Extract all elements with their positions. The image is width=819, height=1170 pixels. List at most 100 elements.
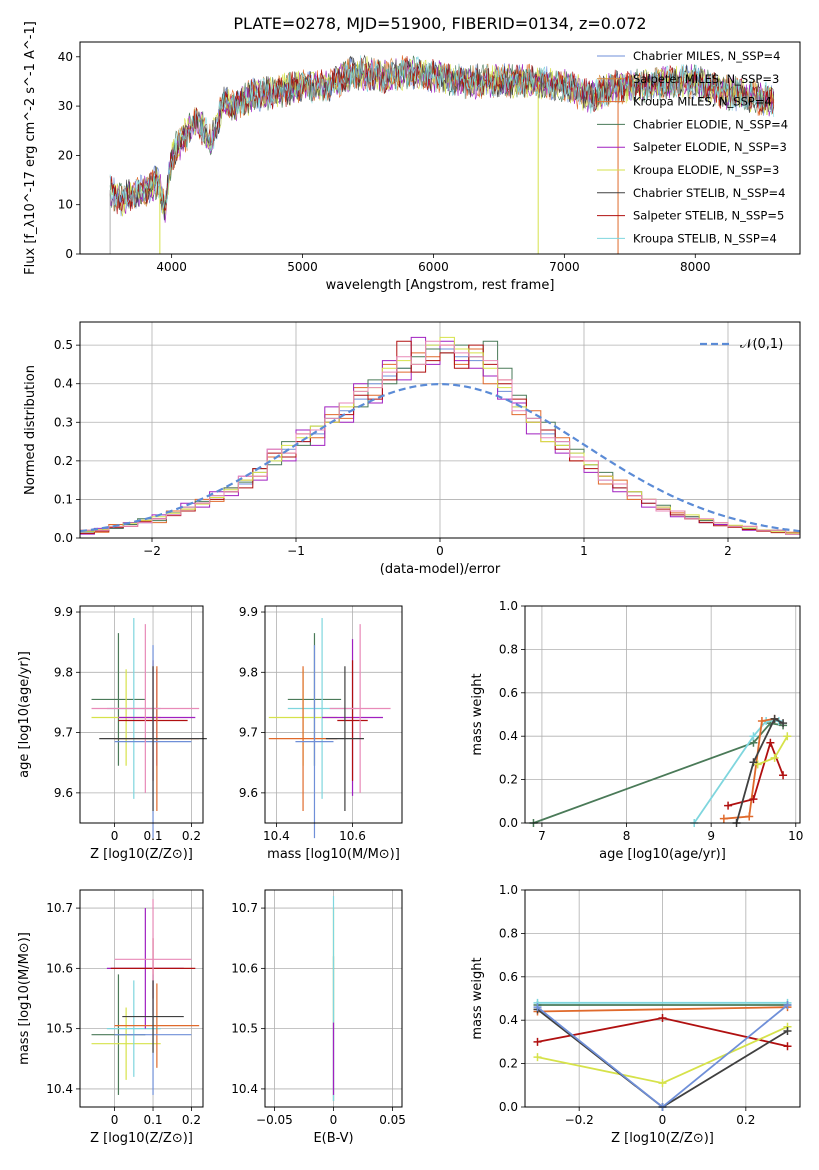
y-tick-label: 0.2 [499, 773, 518, 787]
x-tick-label: −1 [287, 544, 305, 558]
x-tick-label: 0 [436, 544, 444, 558]
x-tick-label: −2 [143, 544, 161, 558]
weight-point-marker [766, 738, 775, 747]
x-axis-label: Z [log10(Z/Z⊙)] [90, 847, 193, 862]
x-tick-label: 0.1 [143, 1113, 162, 1127]
legend-entry-label: Kroupa MILES, N_SSP=4 [633, 95, 772, 109]
x-axis-label: mass [log10(M/M⊙)] [267, 847, 400, 862]
axes-frame [79, 889, 204, 1108]
y-tick-label: 9.8 [54, 665, 73, 679]
x-axis-label: wavelength [Angstrom, rest frame] [326, 278, 555, 293]
panel-Z_vs_mass: 0 0.1 0.2 10.4 10.5 10.6 10.7 Z [log10(Z/Z⊙)] ma… [17, 889, 204, 1146]
y-axis-label: mass weight [470, 957, 485, 1039]
panel-weight_vs_age: 7 8 9 10 0.0 0.2 0.4 0.6 0.8 1.0 age [log10(age/yr… [470, 599, 803, 862]
y-tick-label: 0.1 [54, 492, 73, 506]
histogram-series-step [79, 340, 801, 538]
y-tick-label: 9.7 [54, 726, 73, 740]
legend-entry-label: Salpeter ELODIE, N_SSP=3 [633, 140, 787, 154]
weight-point-marker [749, 795, 758, 804]
y-tick-label: 0.6 [499, 970, 518, 984]
weight-point-marker [749, 758, 758, 767]
weight-point-marker [783, 732, 792, 741]
y-axis-label: Normed distribution [23, 365, 38, 495]
x-tick-label: 0 [330, 1113, 338, 1127]
y-tick-label: 0.4 [499, 1013, 518, 1027]
weight-point-marker [533, 1053, 542, 1062]
x-tick-label: 0.05 [379, 1113, 406, 1127]
x-tick-label: 8000 [680, 260, 711, 274]
axes-frame [79, 41, 801, 255]
x-tick-label: 4000 [156, 260, 187, 274]
x-tick-label: 6000 [418, 260, 449, 274]
weight-series-line [735, 717, 784, 824]
weight-point-marker [783, 1042, 792, 1051]
y-tick-label: 9.9 [54, 605, 73, 619]
y-tick-label: 9.9 [239, 605, 258, 619]
y-tick-label: 0.8 [499, 926, 518, 940]
y-axis-label: age [log10(age/yr)] [17, 651, 32, 778]
x-axis-label: E(B-V) [313, 1131, 353, 1146]
normal-curve [79, 382, 801, 533]
x-axis-label: Z [log10(Z/Z⊙)] [611, 1131, 714, 1146]
weight-series-line [693, 720, 779, 824]
weight-series-line [537, 1006, 788, 1013]
y-tick-label: 10.7 [231, 901, 258, 915]
weight-point-marker [779, 719, 788, 728]
x-axis-label: Z [log10(Z/Z⊙)] [90, 1131, 193, 1146]
x-tick-label: 7 [538, 829, 546, 843]
legend-entry-label: Chabrier MILES, N_SSP=4 [633, 49, 780, 63]
y-tick-label: 0.2 [499, 1057, 518, 1071]
axes-frame [264, 889, 403, 1108]
weight-point-marker [533, 1003, 542, 1012]
y-axis-label: mass [log10(M/M⊙)] [17, 932, 32, 1065]
x-tick-label: −0.2 [565, 1113, 594, 1127]
x-tick-label: 7000 [549, 260, 580, 274]
y-tick-label: 0.8 [499, 642, 518, 656]
y-tick-label: 10.5 [231, 1022, 258, 1036]
y-tick-label: 10.4 [231, 1082, 258, 1096]
legend-entry-label: Chabrier STELIB, N_SSP=4 [633, 186, 785, 200]
legend-entry-label: Salpeter STELIB, N_SSP=5 [633, 209, 784, 223]
y-tick-label: 0.0 [499, 816, 518, 830]
x-tick-label: −0.05 [256, 1113, 293, 1127]
y-tick-label: 20 [58, 148, 73, 162]
y-tick-label: 0.4 [499, 729, 518, 743]
x-tick-label: 0 [111, 829, 119, 843]
x-tick-label: 0 [111, 1113, 119, 1127]
x-tick-label: 0.2 [182, 1113, 201, 1127]
x-tick-label: 0.2 [736, 1113, 755, 1127]
y-tick-label: 0.4 [54, 377, 73, 391]
y-axis-label: Flux [f_λ10^-17 erg cm^-2 s^-1 A^-1] [23, 21, 38, 275]
y-tick-label: 9.6 [54, 786, 73, 800]
weight-point-marker [783, 1027, 792, 1036]
weight-point-marker [724, 801, 733, 810]
y-tick-label: 9.8 [239, 665, 258, 679]
weight-point-marker [719, 814, 728, 823]
x-tick-label: 2 [724, 544, 732, 558]
legend-entry-label: 𝒩(0,1) [740, 337, 783, 352]
y-tick-label: 10.5 [46, 1022, 73, 1036]
weight-point-marker [770, 714, 779, 723]
x-tick-label: 1 [580, 544, 588, 558]
x-axis-label: age [log10(age/yr)] [599, 847, 726, 862]
x-tick-label: 8 [623, 829, 631, 843]
y-tick-label: 0 [65, 247, 73, 261]
y-tick-label: 30 [58, 99, 73, 113]
y-axis-label: mass weight [470, 673, 485, 755]
y-tick-label: 10.7 [46, 901, 73, 915]
x-axis-label: (data-model)/error [380, 562, 501, 577]
y-tick-label: 0.5 [54, 338, 73, 352]
spectrum-legend: Chabrier MILES, N_SSP=4 Salpeter MILES, N… [597, 49, 788, 245]
x-tick-label: 5000 [287, 260, 318, 274]
y-tick-label: 9.6 [239, 786, 258, 800]
weight-point-marker [779, 771, 788, 780]
axes-frame [524, 889, 801, 1108]
y-tick-label: 1.0 [499, 883, 518, 897]
weight-point-marker [757, 717, 766, 726]
panel-weight_vs_Z: −0.2 0 0.2 0.0 0.2 0.4 0.6 0.8 1.0 Z [log10(Z/Z⊙)… [470, 883, 801, 1146]
y-tick-label: 10.6 [231, 961, 258, 975]
panel-residual_hist: −2 −1 0 1 2 0.0 0.1 0.2 0.3 0.4 0.5 (data-model)/er… [23, 321, 801, 577]
weight-point-marker [658, 1079, 667, 1088]
spectrum-series-line [109, 56, 775, 217]
x-tick-label: 9 [707, 829, 715, 843]
